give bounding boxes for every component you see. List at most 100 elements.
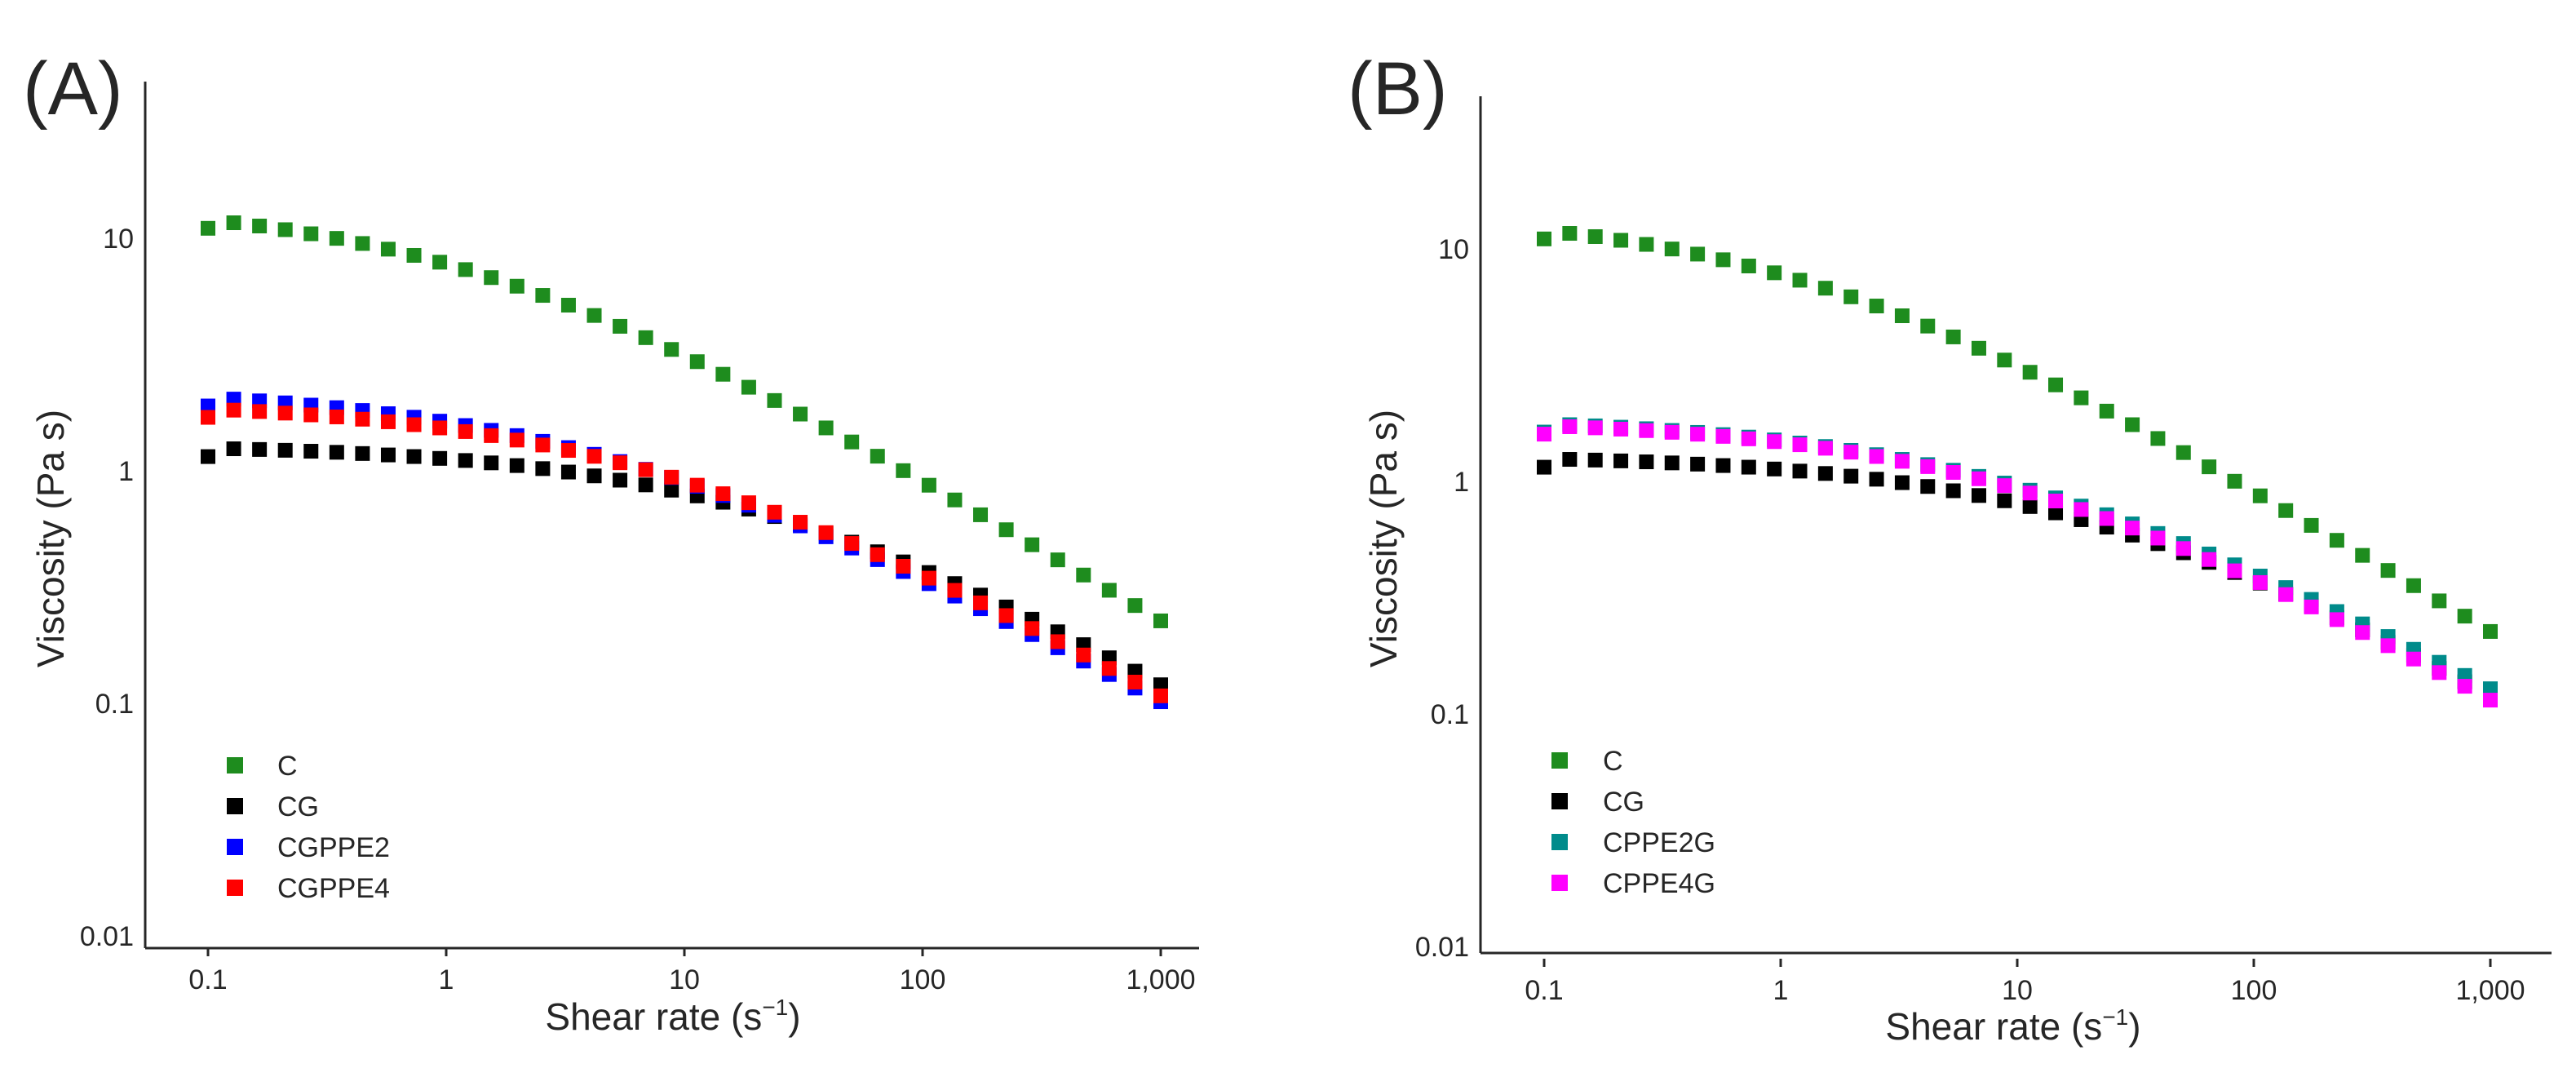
data-point-c bbox=[2022, 365, 2038, 380]
data-point-c bbox=[458, 262, 473, 277]
data-point-cppe4g bbox=[1613, 421, 1629, 437]
x-tick-label: 1 bbox=[439, 964, 454, 995]
data-point-c bbox=[1869, 299, 1884, 314]
data-point-cppe4g bbox=[1639, 423, 1654, 438]
data-points bbox=[1537, 226, 2498, 708]
data-point-c bbox=[277, 222, 293, 237]
data-point-cgppe4 bbox=[973, 595, 989, 610]
data-point-cppe4g bbox=[2432, 665, 2447, 680]
data-point-cg bbox=[1639, 454, 1654, 470]
data-point-cg bbox=[458, 453, 473, 468]
data-point-c bbox=[1741, 258, 1756, 273]
x-tick-label: 100 bbox=[900, 964, 946, 995]
data-point-c bbox=[303, 226, 319, 242]
data-point-c bbox=[355, 236, 370, 251]
data-point-cg bbox=[1664, 455, 1680, 471]
data-point-c bbox=[844, 434, 860, 450]
data-point-cppe4g bbox=[2150, 530, 2166, 546]
data-point-cppe4g bbox=[1715, 428, 1731, 444]
data-point-cppe4g bbox=[1869, 449, 1884, 464]
data-point-c bbox=[2202, 459, 2217, 475]
data-point-cppe4g bbox=[1792, 437, 1808, 453]
data-point-c bbox=[226, 215, 241, 231]
data-point-c bbox=[998, 522, 1014, 538]
data-point-cgppe4 bbox=[509, 432, 524, 448]
x-tick-label: 1,000 bbox=[2455, 975, 2525, 1006]
y-axis-title: Viscosity (Pa s) bbox=[1362, 410, 1405, 667]
data-point-cg bbox=[1894, 475, 1910, 490]
data-point-cgppe4 bbox=[1025, 621, 1040, 636]
data-point-cgppe4 bbox=[277, 406, 293, 421]
data-point-cgppe4 bbox=[201, 410, 215, 425]
data-point-cg bbox=[226, 441, 241, 457]
data-point-cg bbox=[277, 442, 293, 458]
y-tick-label: 0.1 bbox=[1431, 699, 1469, 730]
legend-marker bbox=[227, 757, 243, 773]
data-point-cgppe4 bbox=[1127, 674, 1143, 689]
data-point-c bbox=[1664, 242, 1680, 257]
legend-label: CGPPE4 bbox=[277, 873, 390, 904]
data-point-c bbox=[2150, 431, 2166, 446]
data-point-cgppe4 bbox=[1101, 661, 1117, 676]
data-point-cppe4g bbox=[2355, 625, 2370, 641]
data-point-cppe4g bbox=[1945, 465, 1961, 481]
data-point-c bbox=[818, 420, 834, 436]
data-point-cgppe2 bbox=[201, 398, 215, 414]
data-point-cgppe4 bbox=[1050, 634, 1065, 649]
data-point-cgppe4 bbox=[998, 608, 1014, 623]
data-point-cgppe4 bbox=[484, 428, 499, 443]
data-point-cgppe4 bbox=[741, 495, 756, 511]
data-point-c bbox=[1639, 237, 1654, 252]
legend-label: CG bbox=[277, 791, 319, 822]
data-point-cgppe4 bbox=[535, 437, 551, 453]
data-point-cg bbox=[1767, 461, 1782, 477]
data-point-cgppe4 bbox=[252, 404, 268, 419]
data-point-c bbox=[1715, 252, 1731, 268]
data-point-cg bbox=[1741, 459, 1756, 475]
data-point-c bbox=[1792, 273, 1808, 288]
data-point-cppe4g bbox=[2483, 693, 2498, 708]
x-axis-title: Shear rate (s−1) bbox=[1885, 1004, 2140, 1048]
data-point-cg bbox=[1945, 483, 1961, 499]
data-point-c bbox=[2175, 445, 2191, 460]
data-point-cgppe4 bbox=[303, 407, 319, 423]
data-point-c bbox=[613, 318, 628, 334]
data-point-cgppe4 bbox=[844, 536, 860, 552]
data-point-c bbox=[741, 379, 756, 395]
data-point-cgppe4 bbox=[947, 583, 963, 598]
data-point-c bbox=[1971, 340, 1986, 356]
data-point-cg bbox=[406, 449, 422, 464]
data-point-c bbox=[2252, 488, 2268, 503]
data-point-c bbox=[947, 492, 963, 508]
data-point-cppe4g bbox=[1920, 459, 1936, 474]
legend-marker bbox=[1551, 834, 1568, 850]
data-point-cppe4g bbox=[2099, 511, 2114, 526]
data-point-cg bbox=[1920, 479, 1936, 494]
x-tick-label: 100 bbox=[2231, 975, 2277, 1006]
data-point-cg bbox=[1869, 472, 1884, 487]
data-point-c bbox=[1997, 352, 2012, 368]
data-point-cg bbox=[484, 455, 499, 471]
data-point-cg bbox=[252, 441, 268, 457]
data-point-c bbox=[2048, 377, 2064, 392]
data-point-c bbox=[767, 392, 782, 408]
data-point-cg bbox=[380, 447, 396, 463]
data-point-cgppe4 bbox=[921, 570, 936, 586]
data-point-cgppe4 bbox=[226, 402, 241, 418]
axis-ticks: 0.1 1 10 100 1,000 0.01 0.1 1 10 bbox=[80, 224, 1196, 995]
data-point-cg bbox=[1690, 456, 1706, 472]
data-point-c bbox=[1537, 231, 1551, 246]
data-point-c bbox=[329, 231, 344, 246]
data-point-c bbox=[1613, 233, 1629, 248]
data-point-c bbox=[793, 406, 808, 422]
legend-label: C bbox=[1603, 746, 1623, 777]
data-point-cg bbox=[1613, 453, 1629, 468]
data-point-cgppe4 bbox=[870, 547, 885, 562]
data-point-cppe4g bbox=[2457, 679, 2472, 694]
data-point-c bbox=[1076, 567, 1091, 583]
data-point-c bbox=[1817, 281, 1833, 296]
data-point-cgppe4 bbox=[380, 414, 396, 429]
data-point-c bbox=[1153, 613, 1168, 628]
y-tick-label: 0.01 bbox=[1415, 932, 1469, 963]
